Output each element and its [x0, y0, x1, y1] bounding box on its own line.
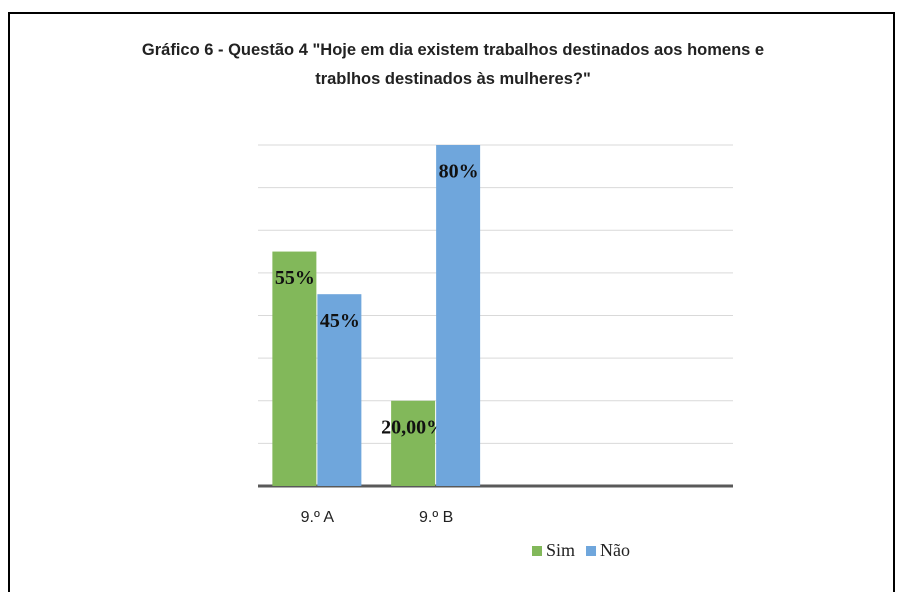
data-label: 20,00% — [381, 416, 446, 438]
page: Gráfico 6 - Questão 4 "Hoje em dia exist… — [8, 12, 895, 592]
data-label: 55% — [275, 267, 315, 289]
chart-frame — [8, 12, 895, 592]
legend-swatch — [586, 546, 597, 556]
data-label: 80% — [439, 161, 479, 183]
chart-title: Gráfico 6 - Questão 4 "Hoje em dia exist… — [141, 41, 765, 88]
legend-swatch — [532, 546, 542, 556]
bar — [272, 251, 317, 486]
legend-label: Sim — [546, 540, 575, 560]
bar — [391, 400, 436, 486]
data-label: 45% — [320, 310, 360, 332]
x-tick-label: 9.º B — [419, 509, 453, 526]
bar — [317, 294, 362, 486]
legend-label: Não — [600, 540, 630, 560]
bar — [436, 145, 481, 486]
x-tick-label: 9.º A — [301, 509, 335, 526]
chart: 9.º A 55%45% 9.º B 20,00% 80% Sim Não — [258, 144, 733, 560]
